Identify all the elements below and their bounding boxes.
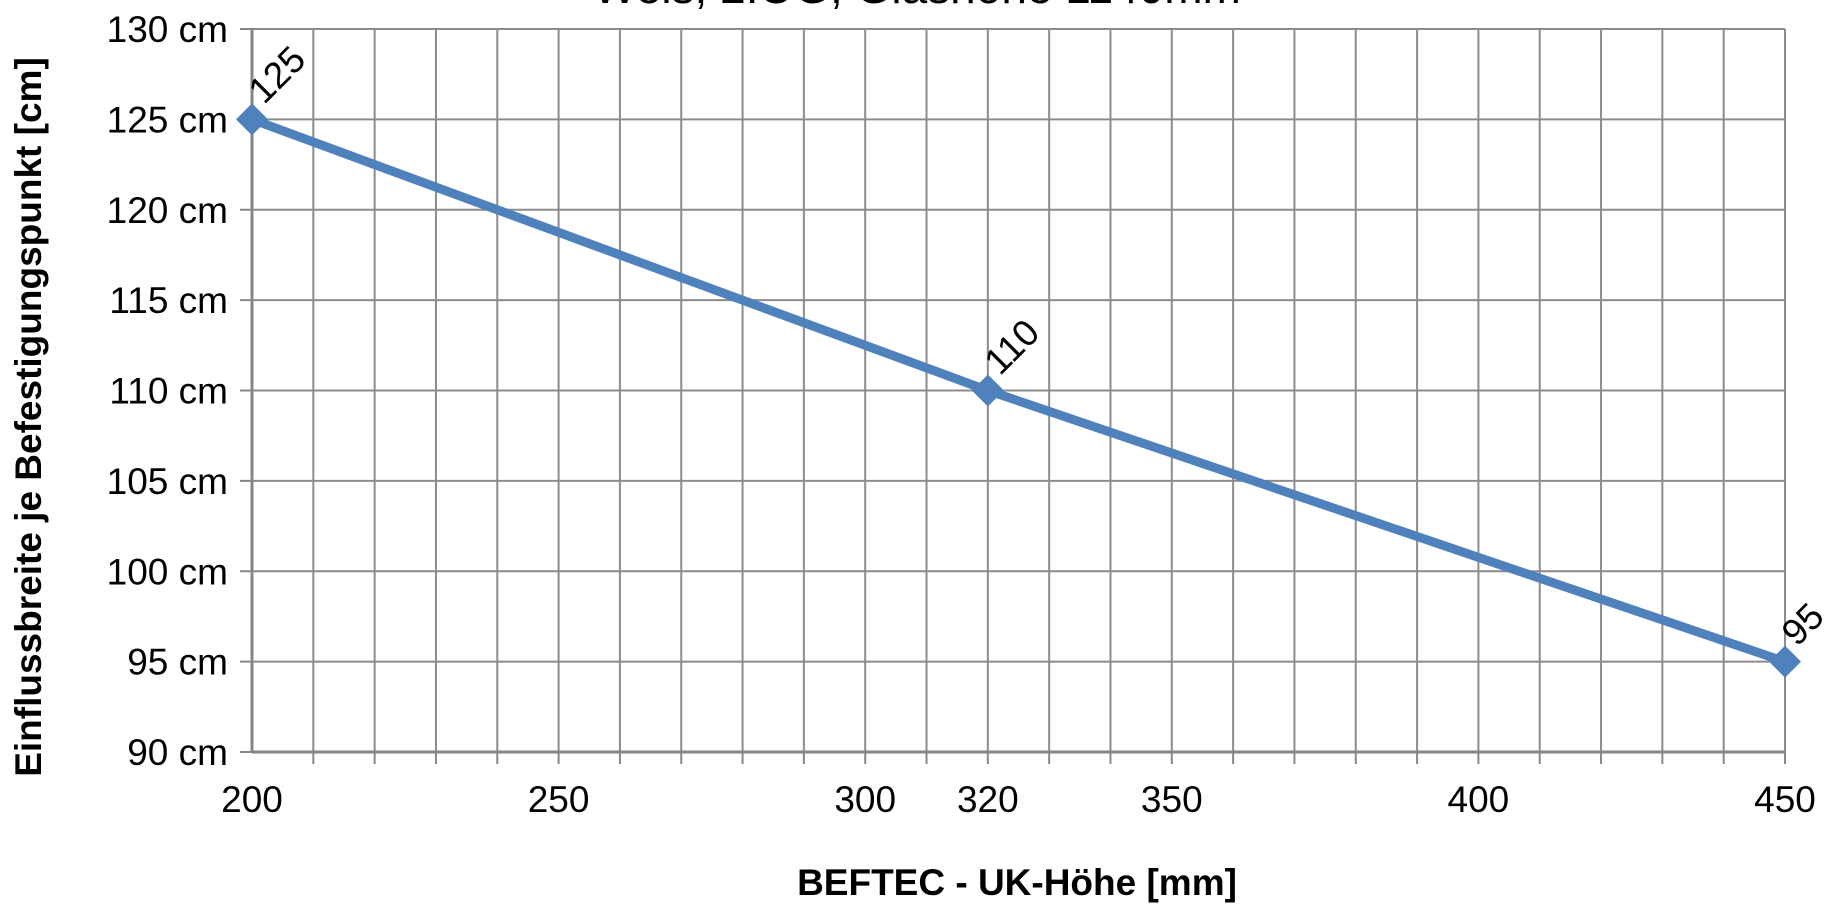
y-tick-label: 105 cm [107,461,228,502]
axes [240,28,1786,764]
y-tick-label: 95 cm [127,642,228,683]
grid-lines [252,28,1786,752]
y-tick-label: 130 cm [107,9,228,50]
x-tick-label: 450 [1754,779,1816,820]
data-point-marker [971,374,1004,407]
y-tick-label: 100 cm [107,551,228,592]
chart-title: Weis, 2.OG, Glashöhe 1140mm [593,0,1241,13]
x-tick-label: 300 [834,779,896,820]
y-tick-label: 90 cm [127,732,228,773]
x-tick-label: 200 [221,779,283,820]
series [236,103,1801,678]
x-tick-label: 320 [957,779,1019,820]
data-point-marker [1769,645,1801,678]
x-tick-label: 350 [1141,779,1203,820]
data-label: 95 [1774,595,1832,653]
y-tick-label: 115 cm [109,280,228,321]
data-point-marker [236,103,268,136]
y-axis-title: Einflussbreite je Befestigungspunkt [cm] [8,57,49,777]
tick-labels: 90 cm 95 cm 100 cm 105 cm 110 cm 115 cm 120 cm… [107,9,1816,820]
y-tick-label: 120 cm [107,190,228,231]
y-tick-label: 110 cm [109,371,228,412]
x-tick-label: 400 [1448,779,1510,820]
x-axis-title: BEFTEC - UK-Höhe [mm] [797,862,1237,903]
x-tick-label: 250 [528,779,590,820]
y-tick-label: 125 cm [107,99,228,140]
